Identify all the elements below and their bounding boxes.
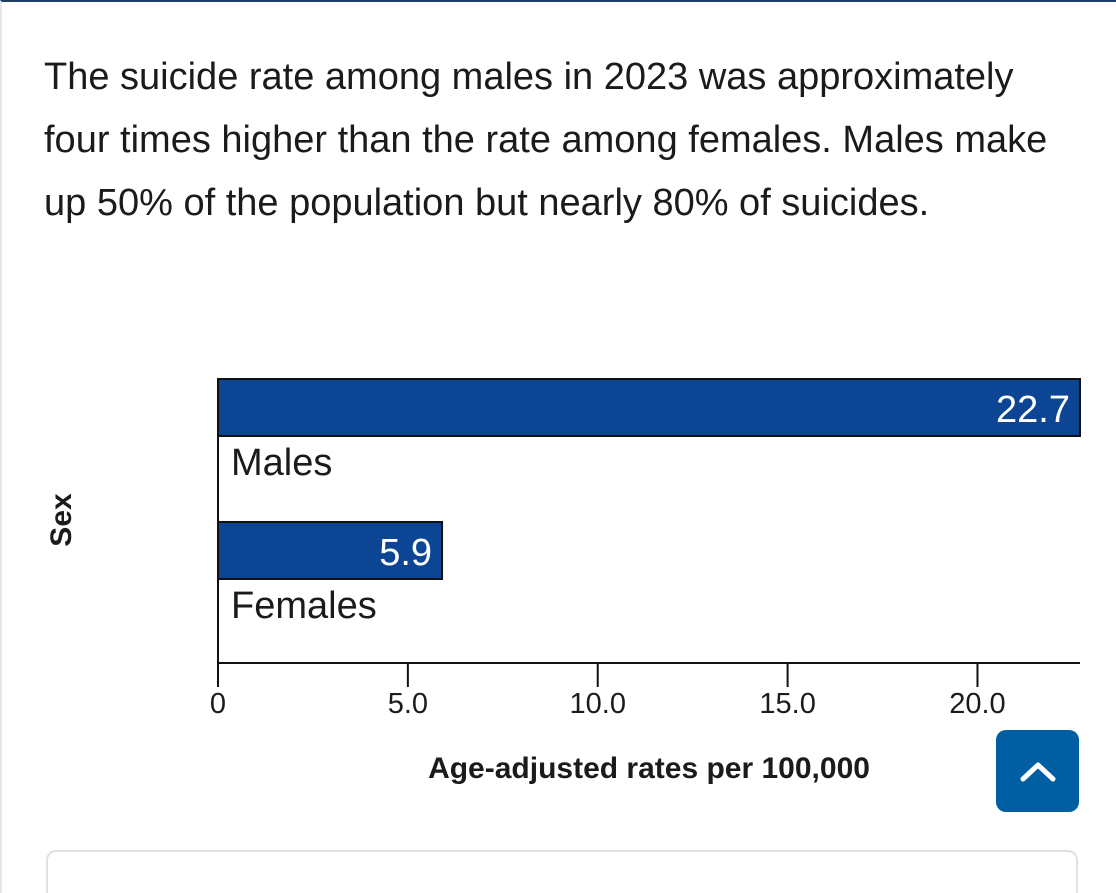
x-tick-label: 15.0 (759, 688, 815, 720)
x-tick-label: 5.0 (388, 688, 428, 720)
category-label-males: Males (231, 442, 332, 484)
category-label-females: Females (231, 585, 377, 627)
intro-paragraph: The suicide rate among males in 2023 was… (44, 56, 1048, 224)
x-tick-label: 10.0 (570, 688, 626, 720)
bar-males (217, 378, 1081, 437)
x-axis-title: Age-adjusted rates per 100,000 (428, 752, 870, 785)
x-tick-label: 20.0 (949, 688, 1005, 720)
x-tick-label: 0 (210, 688, 226, 720)
next-content-card (46, 850, 1078, 893)
back-to-top-button[interactable] (996, 730, 1079, 812)
y-axis-title: Sex (45, 493, 78, 547)
bar-value-label-males: 22.7 (996, 389, 1070, 431)
bar-females (217, 521, 444, 580)
bar-value-label-females: 5.9 (379, 532, 432, 574)
chevron-up-icon (1020, 762, 1055, 782)
